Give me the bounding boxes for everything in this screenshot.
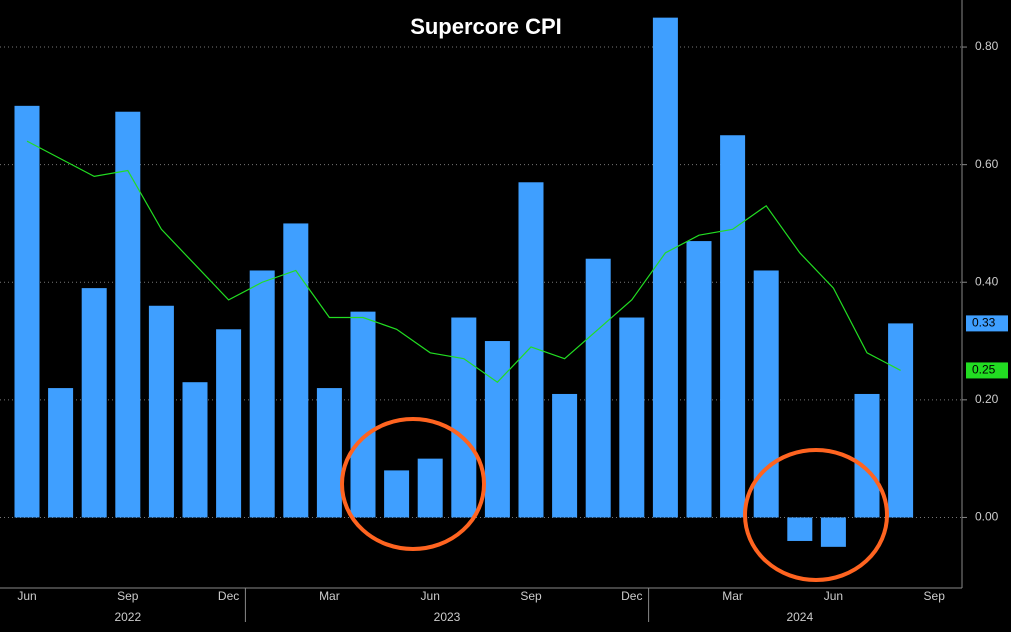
end-value-label: 0.25 (972, 363, 996, 377)
bar (350, 311, 376, 518)
bar (820, 517, 846, 547)
end-value-box (966, 315, 1008, 332)
bar (888, 323, 914, 518)
bar (182, 382, 208, 518)
x-tick-label: Jun (824, 589, 843, 603)
x-group-label: 2022 (114, 610, 141, 624)
chart-title: Supercore CPI (410, 14, 562, 39)
x-group-label: 2024 (786, 610, 813, 624)
bar (417, 458, 443, 518)
bar (283, 223, 309, 518)
bar (585, 258, 611, 518)
end-value-label: 0.33 (972, 316, 996, 330)
bar (484, 341, 510, 518)
bar (81, 288, 107, 518)
x-tick-label: Sep (117, 589, 139, 603)
x-tick-label: Mar (722, 589, 743, 603)
annotation-circle (743, 448, 889, 582)
y-tick-label: 0.40 (975, 274, 999, 288)
x-tick-label: Sep (520, 589, 542, 603)
y-tick-label: 0.00 (975, 510, 999, 524)
x-tick-label: Mar (319, 589, 340, 603)
x-group-label: 2023 (434, 610, 461, 624)
x-tick-label: Sep (924, 589, 946, 603)
bar (384, 470, 410, 518)
bar (652, 17, 678, 518)
annotation-circle (340, 417, 486, 551)
bar (115, 111, 141, 518)
bar (451, 317, 477, 518)
bar (14, 105, 40, 518)
y-tick-label: 0.80 (975, 39, 999, 53)
bar (316, 388, 342, 518)
y-tick-label: 0.20 (975, 392, 999, 406)
end-value-box (966, 362, 1008, 379)
x-tick-label: Jun (17, 589, 36, 603)
x-tick-label: Dec (621, 589, 642, 603)
bar (552, 393, 578, 518)
x-tick-label: Dec (218, 589, 239, 603)
bar (854, 393, 880, 518)
bar (686, 241, 712, 518)
bar (787, 517, 813, 541)
bar (148, 305, 174, 518)
bar (249, 270, 275, 518)
x-tick-label: Jun (421, 589, 440, 603)
bar (48, 388, 74, 518)
bar (216, 329, 242, 518)
bar (619, 317, 645, 518)
line (26, 140, 901, 383)
y-tick-label: 0.60 (975, 157, 999, 171)
bar (720, 135, 746, 518)
